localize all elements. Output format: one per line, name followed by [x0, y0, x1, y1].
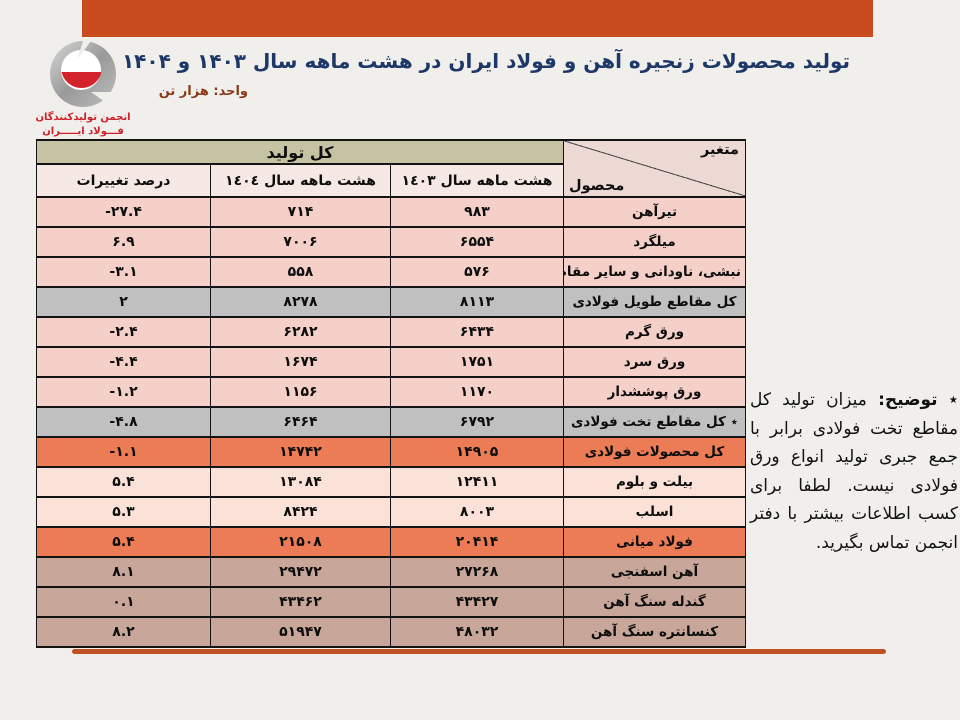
table-row: ورق پوششدار ۱۱۷۰ ۱۱۵۶ -۱.۲	[36, 376, 746, 408]
product-name-cell: ورق سرد	[563, 346, 746, 378]
logo-caption-line2: فـــولاد ایـــــران	[42, 126, 124, 137]
pct-change-cell: -۲۷.۴	[36, 196, 211, 228]
pct-change-cell: -۴.۸	[36, 406, 211, 438]
association-logo: انجمن تولیدکنندگان فـــولاد ایـــــران	[24, 40, 142, 138]
product-name-cell: فولاد میانی	[563, 526, 746, 558]
logo-caption-line1: انجمن تولیدکنندگان	[35, 112, 131, 123]
value-1404-cell: ۸۲۷۸	[210, 286, 391, 318]
value-1403-cell: ۵۷۶	[390, 256, 564, 288]
page-title: تولید محصولات زنجیره آهن و فولاد ایران د…	[121, 49, 850, 73]
table-row: ٭ کل مقاطع تخت فولادی ۶۷۹۲ ۶۴۶۴ -۴.۸	[36, 406, 746, 438]
note-star-icon: ٭	[937, 390, 959, 410]
value-1404-cell: ۸۴۲۴	[210, 496, 391, 528]
value-1404-cell: ۷۱۴	[210, 196, 391, 228]
value-1404-cell: ۶۲۸۲	[210, 316, 391, 348]
table-body: تیرآهن ۹۸۳ ۷۱۴ -۲۷.۴ میلگرد ۶۵۵۴ ۷۰۰۶ ۶.…	[36, 196, 746, 648]
value-1404-cell: ۵۵۸	[210, 256, 391, 288]
table-row: ورق سرد ۱۷۵۱ ۱۶۷۴ -۴.۴	[36, 346, 746, 378]
product-name-cell: گندله سنگ آهن	[563, 586, 746, 618]
pct-change-cell: -۱.۱	[36, 436, 211, 468]
value-1403-cell: ۸۱۱۳	[390, 286, 564, 318]
product-name-cell: ورق گرم	[563, 316, 746, 348]
bottom-divider-line	[72, 649, 886, 654]
table-row: آهن اسفنجی ۲۷۲۶۸ ۲۹۴۷۲ ۸.۱	[36, 556, 746, 588]
pct-change-cell: ۰.۱	[36, 586, 211, 618]
value-1404-cell: ۷۰۰۶	[210, 226, 391, 258]
pct-change-cell: ۵.۴	[36, 526, 211, 558]
column-header-1404: هشت ماهه سال ١٤٠٤	[210, 163, 391, 198]
value-1403-cell: ۱۷۵۱	[390, 346, 564, 378]
pct-change-cell: -۳.۱	[36, 256, 211, 288]
value-1403-cell: ۴۳۴۲۷	[390, 586, 564, 618]
value-1403-cell: ۲۰۴۱۴	[390, 526, 564, 558]
value-1403-cell: ۱۴۹۰۵	[390, 436, 564, 468]
pct-change-cell: -۲.۴	[36, 316, 211, 348]
product-name-cell: کل محصولات فولادی	[563, 436, 746, 468]
value-1403-cell: ۶۵۵۴	[390, 226, 564, 258]
value-1404-cell: ۵۱۹۴۷	[210, 616, 391, 648]
table-row: نبشی، ناودانی و سایر مقاطع ۵۷۶ ۵۵۸ -۳.۱	[36, 256, 746, 288]
production-table: متغیر محصول کل تولید هشت ماهه سال ١٤٠٣ ه…	[36, 139, 746, 648]
value-1404-cell: ۱۶۷۴	[210, 346, 391, 378]
column-header-1403: هشت ماهه سال ١٤٠٣	[390, 163, 564, 198]
value-1404-cell: ۱۴۷۴۲	[210, 436, 391, 468]
pct-change-cell: ۸.۲	[36, 616, 211, 648]
product-name-cell: ورق پوششدار	[563, 376, 746, 408]
value-1404-cell: ۱۳۰۸۴	[210, 466, 391, 498]
value-1404-cell: ۶۴۶۴	[210, 406, 391, 438]
table-row: میلگرد ۶۵۵۴ ۷۰۰۶ ۶.۹	[36, 226, 746, 258]
table-row: فولاد میانی ۲۰۴۱۴ ۲۱۵۰۸ ۵.۴	[36, 526, 746, 558]
value-1403-cell: ۴۸۰۳۲	[390, 616, 564, 648]
value-1403-cell: ۹۸۳	[390, 196, 564, 228]
value-1403-cell: ۲۷۲۶۸	[390, 556, 564, 588]
value-1404-cell: ۲۹۴۷۲	[210, 556, 391, 588]
pct-change-cell: ۸.۱	[36, 556, 211, 588]
product-name-cell: ٭ کل مقاطع تخت فولادی	[563, 406, 746, 438]
column-header-pct-change: درصد تغییرات	[36, 163, 211, 198]
value-1403-cell: ۱۲۴۱۱	[390, 466, 564, 498]
table-row: تیرآهن ۹۸۳ ۷۱۴ -۲۷.۴	[36, 196, 746, 228]
product-name-cell: آهن اسفنجی	[563, 556, 746, 588]
note-text: میزان تولید کل مقاطع تخت فولادی برابر با…	[750, 390, 958, 553]
product-name-cell: بیلت و بلوم	[563, 466, 746, 498]
steel-association-logo-icon	[24, 40, 142, 110]
value-1404-cell: ۴۳۴۶۲	[210, 586, 391, 618]
corner-label-product: محصول	[569, 178, 625, 194]
top-orange-banner	[82, 0, 873, 37]
note-label: توضیح:	[878, 390, 938, 410]
unit-label: واحد: هزار تن	[158, 84, 248, 99]
product-name-cell: کنسانتره سنگ آهن	[563, 616, 746, 648]
product-name-cell: کل مقاطع طویل فولادی	[563, 286, 746, 318]
explanation-note: ٭ توضیح: میزان تولید کل مقاطع تخت فولادی…	[750, 386, 958, 557]
table-row: کل محصولات فولادی ۱۴۹۰۵ ۱۴۷۴۲ -۱.۱	[36, 436, 746, 468]
table-row: اسلب ۸۰۰۳ ۸۴۲۴ ۵.۳	[36, 496, 746, 528]
pct-change-cell: ۲	[36, 286, 211, 318]
value-1404-cell: ۱۱۵۶	[210, 376, 391, 408]
corner-header-cell: متغیر محصول	[563, 139, 746, 198]
product-name-cell: نبشی، ناودانی و سایر مقاطع	[563, 256, 746, 288]
table-row: گندله سنگ آهن ۴۳۴۲۷ ۴۳۴۶۲ ۰.۱	[36, 586, 746, 618]
pct-change-cell: ۵.۴	[36, 466, 211, 498]
group-header-total-production: کل تولید	[36, 139, 564, 165]
corner-label-variable: متغیر	[700, 142, 739, 158]
table-row: بیلت و بلوم ۱۲۴۱۱ ۱۳۰۸۴ ۵.۴	[36, 466, 746, 498]
value-1403-cell: ۶۴۳۴	[390, 316, 564, 348]
product-name-cell: اسلب	[563, 496, 746, 528]
value-1403-cell: ۱۱۷۰	[390, 376, 564, 408]
pct-change-cell: ۶.۹	[36, 226, 211, 258]
product-name-cell: میلگرد	[563, 226, 746, 258]
product-name-cell: تیرآهن	[563, 196, 746, 228]
table-row: کل مقاطع طویل فولادی ۸۱۱۳ ۸۲۷۸ ۲	[36, 286, 746, 318]
pct-change-cell: ۵.۳	[36, 496, 211, 528]
value-1403-cell: ۸۰۰۳	[390, 496, 564, 528]
table-row: ورق گرم ۶۴۳۴ ۶۲۸۲ -۲.۴	[36, 316, 746, 348]
pct-change-cell: -۱.۲	[36, 376, 211, 408]
value-1404-cell: ۲۱۵۰۸	[210, 526, 391, 558]
table-row: کنسانتره سنگ آهن ۴۸۰۳۲ ۵۱۹۴۷ ۸.۲	[36, 616, 746, 648]
pct-change-cell: -۴.۴	[36, 346, 211, 378]
value-1403-cell: ۶۷۹۲	[390, 406, 564, 438]
